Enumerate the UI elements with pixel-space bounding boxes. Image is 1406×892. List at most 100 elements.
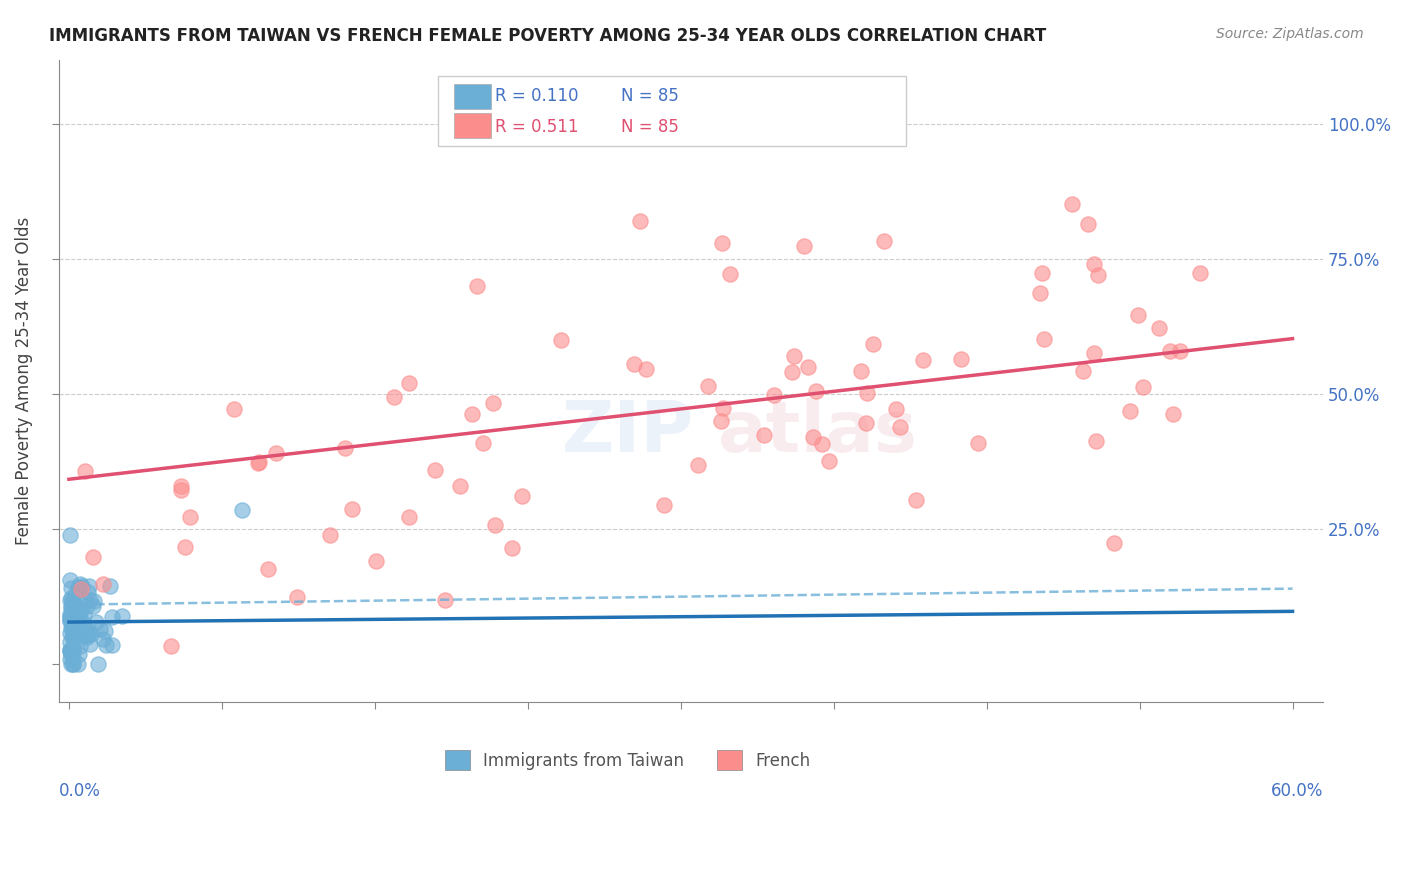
Point (62, 618, 84, 632)
Point (62, 657, 84, 671)
Point (59, 607, 82, 621)
Point (797, 359, 820, 374)
Point (69, 605, 91, 619)
Point (69, 581, 91, 595)
Point (780, 365, 803, 379)
Point (69, 639, 91, 653)
Point (89, 622, 111, 636)
Point (783, 349, 806, 363)
Point (60, 657, 83, 671)
Point (59, 592, 82, 607)
Point (59, 610, 82, 624)
Point (652, 498, 675, 512)
Point (711, 401, 734, 416)
Point (285, 591, 308, 605)
Point (65, 605, 87, 619)
Point (550, 333, 572, 347)
Point (73, 607, 96, 622)
Point (246, 456, 269, 470)
Point (59, 626, 82, 640)
Point (718, 267, 741, 281)
Point (231, 503, 253, 517)
Point (60, 646, 83, 660)
Point (873, 234, 896, 248)
Point (70, 579, 93, 593)
Point (67, 581, 90, 595)
Point (1168, 343, 1191, 358)
Point (60, 591, 83, 605)
Point (62, 594, 84, 608)
Text: 0.0%: 0.0% (59, 782, 101, 800)
Point (634, 361, 657, 376)
Point (59, 599, 82, 613)
Point (60, 612, 83, 626)
Point (1118, 404, 1140, 418)
Point (83, 594, 105, 608)
Point (63, 630, 86, 644)
Point (62, 657, 84, 671)
Point (66, 657, 89, 671)
Point (873, 117, 896, 131)
Point (73, 594, 96, 608)
Point (60, 630, 83, 644)
Point (264, 446, 287, 460)
Point (1083, 257, 1105, 271)
Point (366, 554, 388, 568)
Point (1161, 407, 1184, 421)
Point (967, 435, 990, 450)
Text: R = 0.110: R = 0.110 (495, 87, 578, 105)
Point (398, 509, 420, 524)
Point (1077, 217, 1099, 231)
Point (762, 388, 785, 402)
Point (501, 541, 523, 556)
Point (247, 455, 270, 469)
Point (696, 379, 718, 393)
Point (905, 492, 928, 507)
Point (66, 617, 89, 632)
Point (63, 598, 86, 612)
Text: R = 0.511   N = 85: R = 0.511 N = 85 (482, 113, 640, 131)
Point (817, 454, 839, 468)
Point (752, 428, 775, 442)
Point (73, 627, 96, 641)
Point (1087, 268, 1109, 282)
Point (59, 573, 82, 587)
Point (804, 384, 827, 398)
Y-axis label: Female Poverty Among 25-34 Year Olds: Female Poverty Among 25-34 Year Olds (15, 217, 32, 545)
Point (69, 609, 91, 624)
Point (62, 624, 84, 639)
Point (79, 637, 101, 651)
Point (66, 623, 89, 637)
Point (80, 627, 103, 641)
Point (82, 599, 104, 613)
Point (1031, 266, 1053, 280)
Text: 60.0%: 60.0% (1271, 782, 1323, 800)
Point (481, 396, 503, 410)
Point (623, 357, 645, 371)
Point (224, 402, 246, 417)
Text: R = 0.110   N = 85: R = 0.110 N = 85 (482, 87, 640, 105)
Point (91, 577, 114, 591)
Point (65, 626, 87, 640)
Point (77, 579, 100, 593)
Point (949, 352, 972, 367)
Point (60, 594, 83, 608)
Point (170, 483, 193, 497)
Point (510, 489, 533, 503)
Point (60, 600, 83, 615)
Point (256, 561, 278, 575)
Point (63, 586, 86, 600)
Point (62, 640, 84, 655)
Point (911, 353, 934, 368)
Text: R = 0.511: R = 0.511 (495, 118, 578, 136)
Point (62, 629, 84, 643)
Point (1071, 364, 1094, 378)
Point (69, 582, 91, 597)
Point (710, 236, 733, 251)
Point (772, 117, 794, 131)
Point (100, 610, 122, 624)
Point (59, 615, 82, 629)
Point (465, 279, 488, 293)
FancyBboxPatch shape (439, 76, 905, 146)
Point (59, 643, 82, 657)
